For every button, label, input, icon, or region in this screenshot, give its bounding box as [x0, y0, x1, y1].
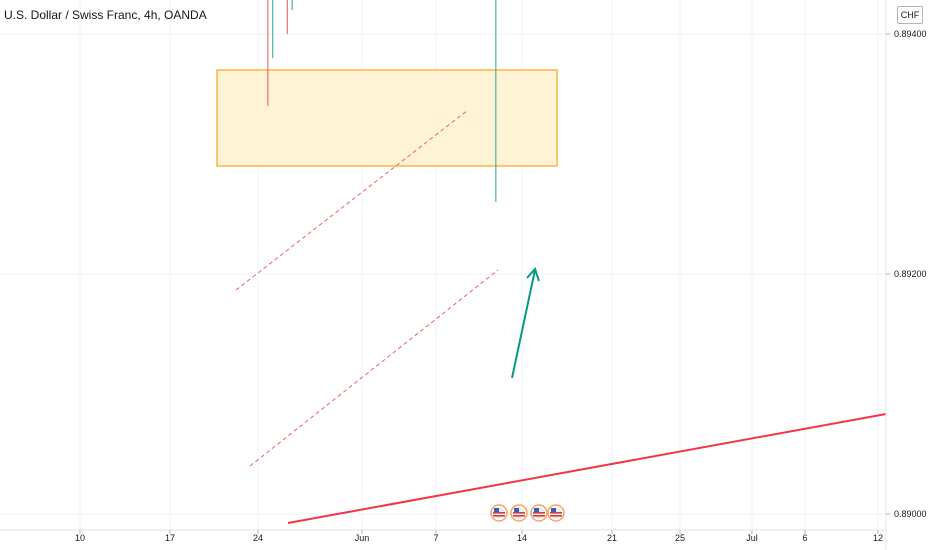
us-event-icon[interactable]	[490, 504, 508, 522]
annotation-zones	[216, 69, 558, 167]
time-tick-label: 24	[253, 533, 263, 543]
candle	[291, 0, 293, 10]
candle	[495, 0, 497, 202]
candle	[267, 0, 269, 106]
time-tick-label: 25	[675, 533, 685, 543]
projection-arrow-shaft	[511, 269, 536, 379]
price-tick-label: 0.89200	[894, 269, 927, 279]
flag-stripe	[533, 512, 545, 514]
flag-stripe	[493, 512, 505, 514]
time-tick-label: 10	[75, 533, 85, 543]
flag-canton	[551, 508, 556, 512]
time-tick-label: 17	[165, 533, 175, 543]
time-tick-label: Jun	[355, 533, 370, 543]
flag-stripe	[513, 512, 525, 514]
time-tick-label: 21	[607, 533, 617, 543]
flag-stripe	[550, 512, 562, 514]
channel-lower-line	[249, 269, 499, 467]
flag-stripe	[550, 515, 562, 517]
currency-button[interactable]: CHF	[897, 6, 923, 24]
candle	[272, 0, 274, 58]
flag-stripe	[513, 515, 525, 517]
price-tick-label: 0.89000	[894, 509, 927, 519]
price-tick-label: 0.89400	[894, 29, 927, 39]
flag-canton	[494, 508, 499, 512]
time-tick-label: Jul	[746, 533, 758, 543]
us-event-icon[interactable]	[510, 504, 528, 522]
us-event-icon[interactable]	[530, 504, 548, 522]
flag-canton	[534, 508, 539, 512]
time-tick-label: 7	[433, 533, 438, 543]
support-zone	[216, 69, 558, 167]
candlestick-series	[267, 0, 497, 202]
time-tick-label: 6	[802, 533, 807, 543]
time-tick-label: 12	[873, 533, 883, 543]
economic-events[interactable]	[490, 504, 565, 522]
time-axis[interactable]: 10 17 24 Jun 7 14 21 25 Jul 6 12	[0, 529, 886, 543]
time-tick-label: 14	[517, 533, 527, 543]
flag-stripe	[533, 515, 545, 517]
price-axis[interactable]: 0.910000.908000.906000.904000.902000.900…	[885, 0, 927, 550]
us-event-icon[interactable]	[547, 504, 565, 522]
rising-trendline	[287, 413, 887, 524]
projection-arrow-head	[526, 267, 540, 282]
candle	[286, 0, 288, 34]
chart-title: U.S. Dollar / Swiss Franc, 4h, OANDA	[4, 8, 207, 22]
drawing-tools	[235, 109, 887, 524]
flag-canton	[514, 508, 519, 512]
flag-stripe	[493, 515, 505, 517]
